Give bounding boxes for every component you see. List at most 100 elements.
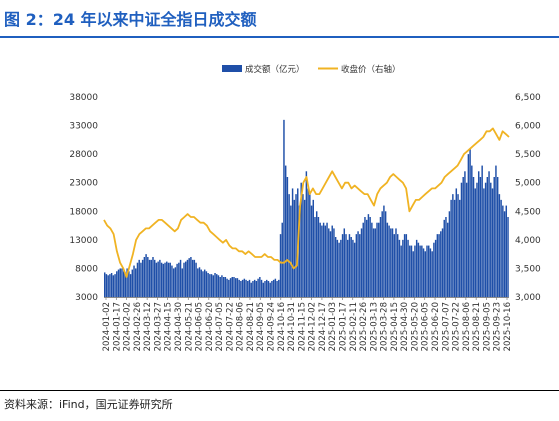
volume-bar [195,262,197,297]
volume-bar [310,205,313,297]
volume-bar [240,281,242,297]
volume-bar [415,239,418,297]
volume-bar [367,214,370,297]
volume-bar [347,239,349,297]
volume-bar [322,222,325,297]
volume-bar [364,217,366,297]
right-tick-label: 3,500 [515,264,541,274]
volume-bar [500,199,502,297]
volume-bar [315,211,318,297]
right-tick-label: 5,500 [515,150,541,160]
volume-bar [212,275,215,297]
x-tick-label: 2025-07-07 [441,302,451,351]
volume-bar [290,205,292,297]
volume-bar [300,182,302,297]
volume-bar [153,259,156,297]
volume-bar [238,279,240,297]
volume-bar [129,274,132,297]
volume-bar [365,219,368,297]
volume-bar [486,177,489,297]
volume-bar [440,231,442,297]
volume-bar [119,268,121,297]
volume-bar [495,165,497,297]
volume-bar [333,228,335,297]
volume-bar [374,228,377,297]
volume-bar [122,271,125,297]
volume-bar [191,259,194,297]
volume-bar [203,269,206,297]
volume-bar [424,251,427,297]
volume-bar [345,234,347,297]
volume-bar [441,228,444,297]
legend-label-bar: 成交额（亿元） [245,64,305,75]
left-tick-label: 33000 [69,122,98,132]
x-tick-label: 2024-10-31 [287,302,297,351]
volume-bar [157,261,159,297]
x-tick-label: 2024-08-21 [246,302,256,351]
x-tick-label: 2024-07-22 [225,302,235,351]
x-tick-label: 2024-01-17 [112,302,122,351]
volume-bar [236,278,239,297]
volume-bar [360,228,363,297]
volume-bar [197,268,199,297]
volume-bar [274,278,277,297]
left-tick-label: 8000 [75,264,98,274]
volume-bar [422,248,425,297]
volume-bar [338,242,340,297]
volume-bar [284,165,287,297]
volume-bar [477,171,480,297]
volume-bar [379,217,382,297]
volume-bar [505,205,508,297]
volume-bar [483,188,485,297]
volume-bar [353,242,356,297]
volume-bar [207,273,209,297]
title-rule [0,36,559,38]
x-tick-label: 2024-07-05 [215,302,225,351]
volume-bar [471,165,473,297]
volume-bar [148,259,151,297]
volume-bar [107,275,109,297]
volume-bar [391,228,394,297]
volume-bar [231,277,233,297]
volume-bar [193,259,196,297]
volume-bar [117,269,120,297]
volume-bar [278,279,280,297]
volume-bar [257,278,259,297]
volume-bar [259,277,261,297]
volume-bar [105,274,108,297]
volume-bar [147,257,149,297]
right-axis: 3,000 3,500 4,000 4,500 5,000 5,500 6,000 6,500 [515,93,541,303]
x-tick-label: 2024-02-02 [123,302,133,351]
volume-bar [145,254,147,297]
x-tick-label: 2025-01-17 [339,302,349,351]
volume-bar [357,231,359,297]
volume-bar [348,234,351,297]
volume-bar [179,259,182,297]
volume-bar [352,239,354,297]
volume-bar [176,263,178,297]
volume-bar [355,234,358,297]
x-tick-label: 2024-10-16 [277,302,287,351]
left-axis: 3000 8000 13000 18000 23000 28000 33000 38000 [69,93,98,303]
volume-bar [336,239,339,297]
legend-label-line: 收盘价（右轴） [341,64,401,75]
x-tick-label: 2025-04-15 [390,302,400,351]
left-tick-label: 3000 [75,293,98,303]
volume-bar [271,281,273,297]
x-tick-label: 2025-10-16 [503,302,513,351]
volume-bar [438,234,440,297]
volume-bar [160,262,163,297]
volume-bar [443,219,445,297]
volume-bar [253,279,256,297]
volume-bar [436,234,439,297]
x-tick-label: 2024-01-02 [102,302,112,351]
volume-bar [381,211,383,297]
volume-bar [417,242,420,297]
x-tick-label: 2024-08-06 [236,302,246,351]
volume-bar [488,171,490,297]
x-axis: 2024-01-02 2024-01-17 2024-02-02 2024-02-26… [102,297,513,351]
volume-bar [446,222,449,297]
right-tick-label: 4,500 [515,207,541,217]
volume-bar [185,261,187,297]
bar-series [104,119,509,297]
